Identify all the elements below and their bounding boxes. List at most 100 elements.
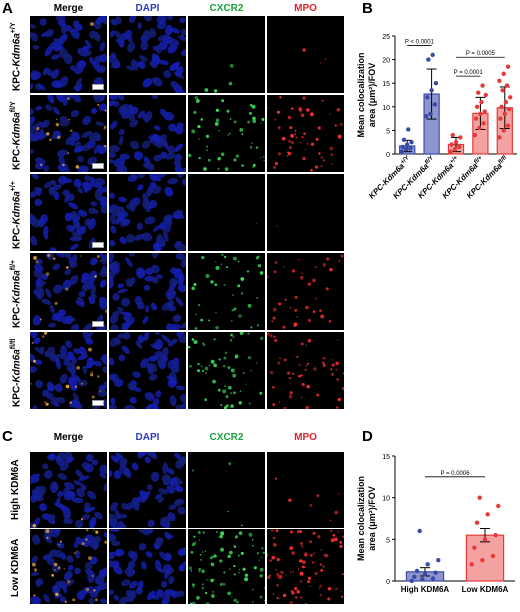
data-point [417, 528, 422, 534]
data-point [483, 92, 489, 98]
data-point [433, 81, 439, 86]
y-tick-label: 5 [386, 537, 390, 544]
data-point [496, 503, 501, 509]
data-point [408, 146, 413, 151]
x-tick-label: High KDM6A [401, 585, 450, 594]
panel-a-tile-merge [30, 16, 107, 93]
panel-c-column-header-merge: Merge [53, 432, 84, 443]
data-point [504, 83, 510, 88]
panel-a-row-label: KPC-Kdm6afl/Y [10, 101, 23, 170]
data-point [426, 57, 431, 62]
data-point [505, 64, 511, 69]
y-tick-label: 10 [382, 105, 390, 112]
data-point [409, 578, 414, 584]
data-point [490, 553, 496, 559]
panel-a-tile-green [188, 174, 265, 251]
panel-c-tile-dapi [109, 529, 186, 604]
panel-a-tile-dapi [109, 16, 186, 93]
data-point [506, 106, 512, 112]
panel-a-tile-dapi [109, 95, 186, 172]
data-point [477, 125, 482, 131]
data-point [430, 52, 435, 58]
data-point [476, 90, 481, 95]
data-point [453, 140, 459, 145]
scale-bar [92, 321, 104, 327]
y-axis-title: Mean colocalizationarea (μm²)/FOV [356, 52, 377, 137]
panel-a-column-header-dapi: DAPI [135, 3, 160, 14]
panel-a-tile-red [267, 174, 344, 251]
data-point [501, 128, 506, 133]
data-point [412, 574, 417, 580]
panel-letter-b: B [362, 0, 373, 17]
data-point [508, 95, 513, 100]
panel-c-row-label: High KDM6A [10, 459, 21, 520]
panel-c-row-label: Low KDM6A [10, 538, 21, 597]
y-tick-label: 15 [382, 81, 390, 88]
p-value-label: P < 0.0001 [405, 39, 435, 45]
panel-c-tile-merge [30, 452, 107, 528]
panel-a-row-label: KPC-Kdm6afl/+ [10, 259, 23, 328]
y-tick-label: 0 [386, 579, 390, 586]
panel-a-row-label: KPC-Kdm6afl/fl [10, 338, 23, 407]
data-point [502, 111, 507, 117]
scale-bar [92, 400, 104, 406]
data-point [500, 88, 505, 93]
p-value-label: P = 0.0005 [466, 51, 496, 57]
y-tick-label: 20 [382, 58, 390, 65]
panel-a-column-header-mpo: MPO [294, 3, 317, 14]
data-point [423, 114, 429, 119]
panel-c-tile-merge [30, 529, 107, 604]
panel-c-column-header-dapi: DAPI [135, 432, 160, 443]
data-point [422, 572, 428, 577]
panel-a-tile-dapi [109, 174, 186, 251]
panel-a-tile-red [267, 16, 344, 93]
data-point [477, 495, 482, 500]
data-point [428, 111, 433, 117]
data-point [429, 88, 434, 93]
panel-a-row-label: KPC-Kdm6a+/+ [10, 181, 23, 249]
panel-letter-d: D [362, 428, 373, 445]
panel-letter-c: C [2, 428, 13, 445]
data-point [450, 132, 455, 138]
bar [465, 534, 505, 582]
panel-c-tile-red [267, 529, 344, 604]
panel-c-tile-dapi [109, 452, 186, 528]
y-axis-title: Mean colocalizationarea (μm²)/FOV [356, 476, 377, 561]
data-point [457, 144, 462, 150]
y-tick-label: 0 [386, 152, 390, 159]
data-point [400, 144, 406, 150]
data-point [485, 512, 490, 517]
panel-c-tile-green [188, 452, 265, 528]
data-point [482, 537, 488, 542]
data-point [399, 149, 404, 154]
panel-a-tile-green [188, 16, 265, 93]
data-point [474, 104, 480, 110]
data-point [497, 78, 502, 84]
data-point [409, 140, 414, 145]
data-point [448, 149, 453, 154]
data-point [406, 127, 411, 132]
data-point [482, 109, 487, 114]
panel-a-tile-green [188, 332, 265, 409]
panel-a-tile-merge [30, 95, 107, 172]
data-point [481, 121, 486, 126]
x-tick-label: Low KDM6A [462, 585, 509, 594]
panel-c-tile-red [267, 452, 344, 528]
data-point [458, 135, 463, 140]
data-point [478, 111, 483, 117]
panel-a-tile-merge [30, 253, 107, 330]
data-point [480, 557, 485, 563]
data-point [432, 102, 438, 107]
data-point [499, 104, 504, 110]
y-tick-label: 25 [382, 34, 390, 41]
y-tick-label: 15 [382, 454, 390, 461]
panel-c-column-header-cxcr2: CXCR2 [209, 432, 244, 443]
data-point [436, 557, 441, 563]
data-point [498, 116, 503, 121]
data-point [479, 99, 484, 105]
data-point [469, 562, 474, 567]
panel-d-chart: Mean colocalizationarea (μm²)/FOV 0 5 10 15 H… [356, 454, 515, 594]
scale-bar [92, 242, 104, 248]
data-point [472, 545, 477, 550]
data-point [472, 132, 478, 138]
